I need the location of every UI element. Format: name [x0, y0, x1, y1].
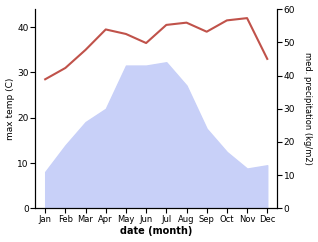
Y-axis label: max temp (C): max temp (C) — [5, 77, 15, 140]
Y-axis label: med. precipitation (kg/m2): med. precipitation (kg/m2) — [303, 52, 313, 165]
X-axis label: date (month): date (month) — [120, 227, 192, 236]
